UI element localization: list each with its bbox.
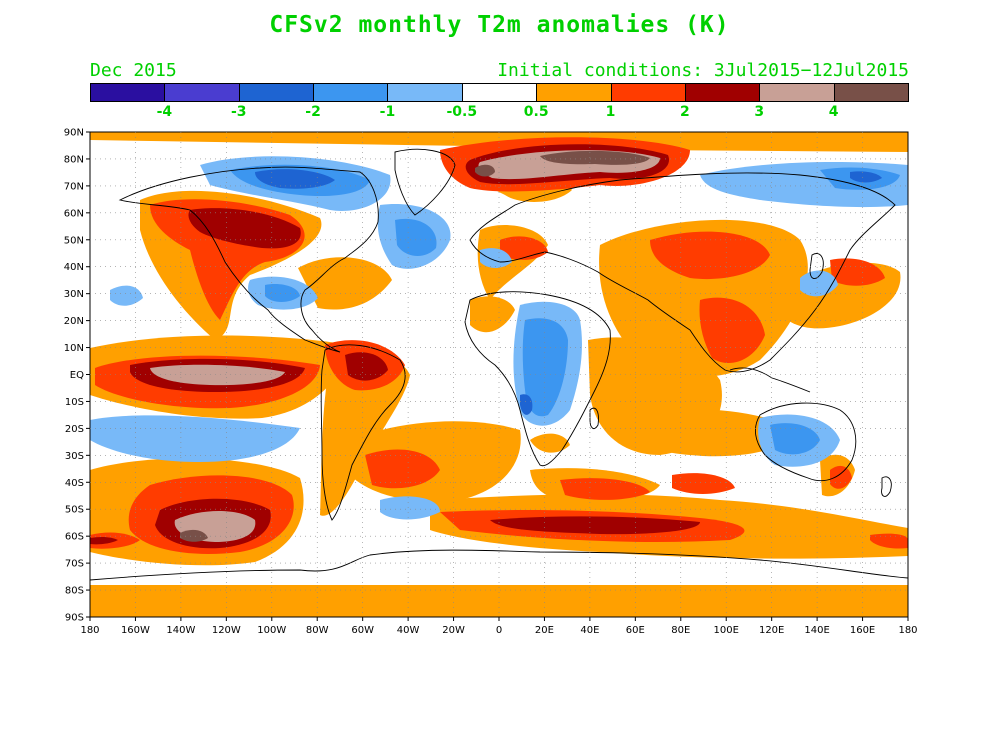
colorbar-label: -0.5 [446,104,478,120]
map-title: CFSv2 monthly T2m anomalies (K) [269,12,730,38]
latitude-label: 90S [65,613,84,624]
latitude-label: 60N [64,208,84,219]
colorbar-label: 4 [828,104,839,120]
colorbar-label: -2 [305,104,321,120]
valid-month-label: Dec 2015 [90,60,177,81]
latitude-label: 40S [65,478,84,489]
longitude-label: 160E [850,625,875,636]
longitude-label: 140W [166,625,195,636]
longitude-label: 80W [306,625,329,636]
longitude-label: 120E [759,625,784,636]
colorbar-label: 0.5 [523,104,549,120]
latitude-label: 30S [65,451,84,462]
latitude-label: 10S [65,397,84,408]
longitude-label: 40W [397,625,420,636]
latitude-label: 70N [64,181,84,192]
longitude-label: 140E [804,625,829,636]
longitude-label: 40E [580,625,599,636]
strong-cold-regions [255,169,882,415]
latitude-label: 60S [65,532,84,543]
longitude-labels: 180 160W 140W 120W 100W 80W 60W 40W 20W 0 20E 40E 60… [80,625,917,636]
longitude-label: 100W [257,625,286,636]
latitude-label: 50N [64,235,84,246]
longitude-label: 180 [898,625,917,636]
longitude-label: 60W [351,625,374,636]
latitude-label: 10N [64,343,84,354]
colorbar-label: -3 [230,104,247,120]
colorbar-label: -1 [379,104,396,120]
graticule [90,132,908,617]
latitude-label: 90N [64,128,84,139]
colorbar-label: 1 [605,104,616,120]
latitude-label: 70S [65,559,84,570]
latitude-label: 30N [64,289,84,300]
colorbar [90,83,909,102]
longitude-label: 100E [714,625,739,636]
longitude-label: 20W [442,625,465,636]
initial-conditions-label: Initial conditions: 3Jul2015−12Jul2015 [497,60,909,81]
latitude-label: 40N [64,262,84,273]
colorbar-label: 3 [754,104,765,120]
latitude-labels: 90N 80N 70N 60N 50N 40N 30N 20N 10N EQ 10S 20S 30S 40… [64,128,84,624]
latitude-label: 20S [65,424,84,435]
colorbar-labels: -4 -3 -2 -1 -0.5 0.5 1 2 3 4 [90,104,908,122]
coastlines [90,148,908,581]
longitude-label: 20E [535,625,554,636]
longitude-label: 60E [626,625,645,636]
axis-ticks [86,131,909,621]
latitude-label: 50S [65,505,84,516]
longitude-label: 160W [121,625,150,636]
longitude-label: 80E [671,625,690,636]
latitude-label: 20N [64,316,84,327]
colorbar-label: -4 [156,104,173,120]
longitude-label: 0 [496,625,502,636]
anomaly-field [90,132,908,617]
max-warm-regions [180,150,650,542]
longitude-label: 180 [80,625,99,636]
longitude-label: 120W [212,625,241,636]
latitude-label: 80S [65,586,84,597]
latitude-label: 80N [64,154,84,165]
colorbar-swatch [833,83,909,102]
colorbar-label: 2 [680,104,690,120]
latitude-label: EQ [70,370,84,381]
